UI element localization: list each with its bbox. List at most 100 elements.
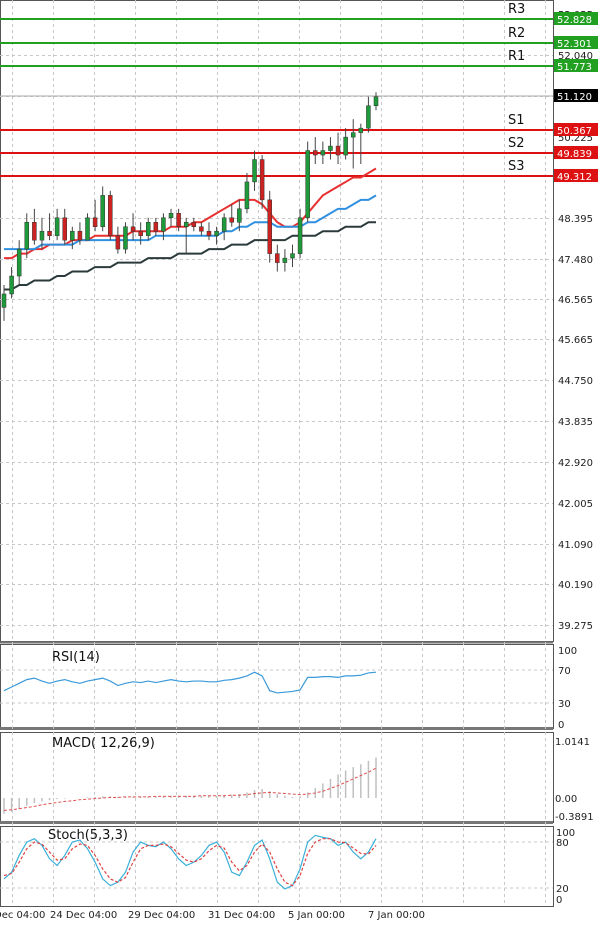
macd-axis-tick-label: 0.00 xyxy=(555,794,577,805)
stoch-line-k xyxy=(3,834,377,890)
level-price-badge xyxy=(554,123,598,136)
candle-body xyxy=(138,230,143,236)
candle-body xyxy=(70,230,75,241)
price-axis-tick-label: 41.090 xyxy=(558,540,593,551)
candle-body xyxy=(153,222,159,232)
price-axis-tick-label: 39.275 xyxy=(558,621,593,632)
candle-body xyxy=(275,253,280,263)
rsi-axis-tick-label: 30 xyxy=(558,699,571,710)
price-axis-tick-label: 48.395 xyxy=(558,214,593,225)
moving-average-line-2 xyxy=(4,194,377,251)
price-axis-tick-label: 43.835 xyxy=(558,417,593,428)
candle-body xyxy=(282,257,288,263)
candle-body xyxy=(9,275,14,295)
rsi-axis-tick-label: 70 xyxy=(558,666,571,677)
stoch-title: Stoch(5,3,3) xyxy=(48,828,128,843)
macd-axis-tick-label: -0.3891 xyxy=(555,812,594,823)
candle-body xyxy=(1,293,7,308)
candle-body xyxy=(305,150,310,219)
candle-body xyxy=(358,127,364,133)
candle-body xyxy=(145,222,151,236)
x-axis-tick-label: Dec 04:00 xyxy=(0,910,45,921)
candle-body xyxy=(123,226,128,250)
price-axis-tick-label: 40.190 xyxy=(558,580,593,591)
candle-body xyxy=(62,217,67,241)
rsi-line xyxy=(3,671,377,694)
stoch-axis-tick-label: 100 xyxy=(556,828,575,839)
candle-body xyxy=(252,159,257,183)
candle-body xyxy=(214,230,219,236)
candle-body xyxy=(161,217,166,232)
level-price-badge-text: 52.828 xyxy=(557,15,592,26)
price-axis-tick-label: 46.565 xyxy=(558,295,593,306)
candle-body xyxy=(47,230,52,236)
candle-body xyxy=(373,96,379,107)
candle-body xyxy=(335,145,341,156)
stoch-axis-tick-label: 0 xyxy=(556,895,562,906)
price-axis-tick-label: 44.750 xyxy=(558,376,593,387)
price-axis-tick-label: 42.920 xyxy=(558,458,593,469)
candle-body xyxy=(77,230,83,241)
stoch-axis-tick-label: 20 xyxy=(556,884,569,895)
candle-body xyxy=(259,159,265,201)
price-axis-tick-label: 42.005 xyxy=(558,499,593,510)
candle-body xyxy=(199,226,204,232)
level-price-badge-text: 52.301 xyxy=(557,39,592,50)
candle-body xyxy=(32,222,37,241)
level-price-badge-text: 49.312 xyxy=(557,172,592,183)
candle-body xyxy=(191,222,197,227)
candle-body xyxy=(313,150,318,156)
x-axis-tick-label: 5 Jan 00:00 xyxy=(288,910,345,921)
level-price-badge xyxy=(554,169,598,182)
level-price-badge xyxy=(554,59,598,72)
candle-body xyxy=(115,235,121,250)
candle-body xyxy=(237,208,242,223)
candle-body xyxy=(229,217,235,223)
rsi-title: RSI(14) xyxy=(52,650,100,665)
rsi-axis-tick-label: 100 xyxy=(558,646,577,657)
candle-body xyxy=(130,226,136,232)
candle-body xyxy=(328,145,333,151)
level-label-r1: R1 xyxy=(508,49,525,64)
candle-body xyxy=(92,217,98,227)
candle-body xyxy=(24,222,30,250)
candle-body xyxy=(343,136,348,156)
level-price-badge xyxy=(554,36,598,49)
candle-body xyxy=(100,195,105,227)
candle-body xyxy=(221,217,227,232)
x-axis-tick-label: 31 Dec 04:00 xyxy=(208,910,275,921)
candle-body xyxy=(168,213,174,219)
price-axis-tick-label: 45.665 xyxy=(558,335,593,346)
candle-body xyxy=(85,217,90,241)
level-price-badge-text: 49.839 xyxy=(557,149,592,160)
level-price-badge xyxy=(554,12,598,25)
candle-body xyxy=(16,248,22,277)
level-label-s1: S1 xyxy=(508,113,525,128)
stoch-axis-tick-label: 80 xyxy=(556,838,569,849)
current-price-badge-text: 51.120 xyxy=(557,92,592,103)
price-axis-tick-label: 50.225 xyxy=(558,133,593,144)
level-label-s3: S3 xyxy=(508,159,525,174)
stoch-panel-frame xyxy=(0,826,554,907)
level-price-badge-text: 50.367 xyxy=(557,126,592,137)
candle-body xyxy=(183,222,189,227)
candle-body xyxy=(176,213,181,227)
macd-title: MACD( 12,26,9) xyxy=(52,736,155,751)
price-axis-tick-label: 47.480 xyxy=(558,255,593,266)
candle-body xyxy=(267,199,272,254)
moving-average-line-3 xyxy=(4,221,376,291)
candle-body xyxy=(206,230,212,236)
x-axis-tick-label: 24 Dec 04:00 xyxy=(50,910,117,921)
rsi-axis-tick-label: 0 xyxy=(558,720,564,731)
macd-signal-line xyxy=(3,767,377,811)
candle-body xyxy=(350,132,356,138)
level-label-r3: R3 xyxy=(508,2,525,17)
current-price-badge xyxy=(554,89,598,102)
macd-axis-tick-label: 1.0141 xyxy=(555,737,590,748)
candle-body xyxy=(290,253,295,259)
candle-body xyxy=(54,217,60,236)
price-axis-tick-label: 52.040 xyxy=(558,51,593,62)
x-axis-tick-label: 7 Jan 00:00 xyxy=(368,910,425,921)
level-label-r2: R2 xyxy=(508,26,525,41)
